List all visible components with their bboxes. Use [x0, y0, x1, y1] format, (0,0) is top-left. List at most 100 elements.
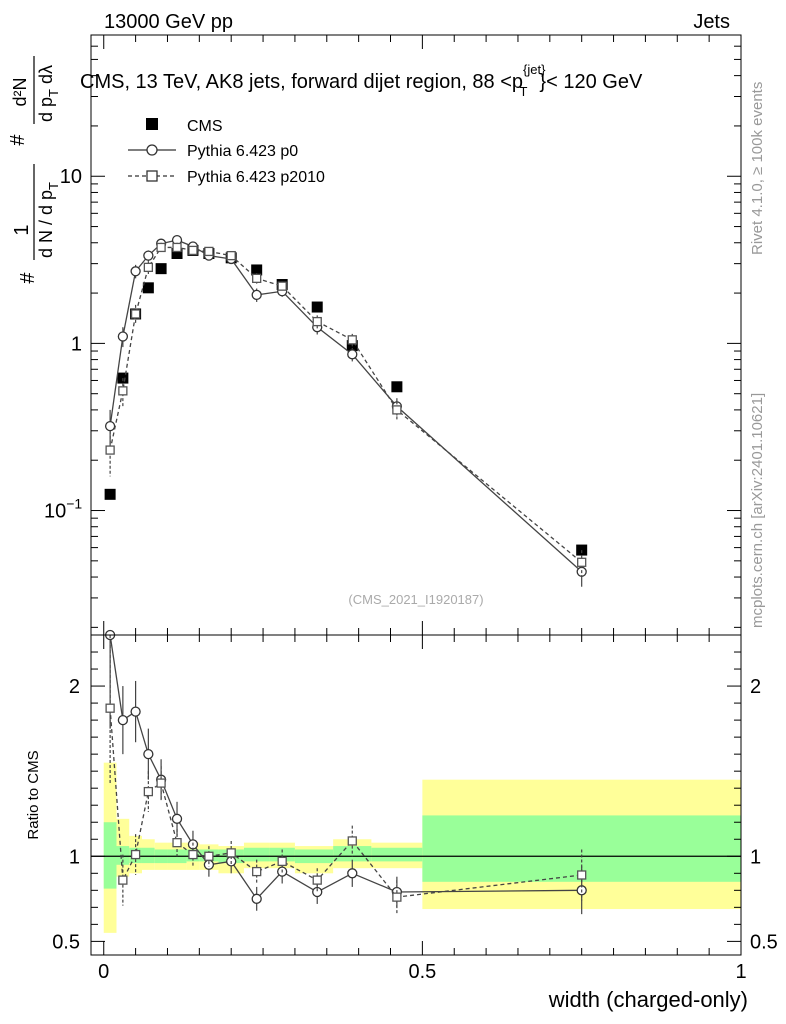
- header-left: 13000 GeV pp: [104, 11, 233, 33]
- p2010-point: [188, 245, 198, 256]
- cms-point: [104, 488, 116, 500]
- ratio-ylabel: Ratio to CMS: [25, 750, 42, 839]
- legend-label-p0: Pythia 6.423 p0: [187, 143, 298, 160]
- title-sup: {jet}: [523, 62, 546, 77]
- p0-point: [251, 289, 262, 301]
- ylabel-den: d N / d pT: [36, 182, 61, 258]
- ratio-y-tick-label-right: 2: [750, 676, 761, 698]
- p0-point: [117, 331, 129, 342]
- ylabel-den-sub: T: [46, 182, 61, 190]
- legend-label-cms: CMS: [187, 118, 223, 135]
- ratio-p2010-point: [347, 836, 357, 846]
- p0-point: [104, 420, 116, 432]
- p2010-point: [105, 445, 115, 455]
- ratio-panel-frame: [90, 634, 742, 956]
- chart-title: CMS, 13 TeV, AK8 jets, forward dijet reg…: [80, 62, 643, 99]
- p0-point: [143, 250, 154, 261]
- legend-marker-p2010: [146, 170, 158, 182]
- title-main: CMS, 13 TeV, AK8 jets, forward dijet reg…: [80, 71, 523, 93]
- x-axis-label: width (charged-only): [548, 987, 748, 1012]
- ratio-p0-point: [251, 893, 262, 904]
- y-tick-label: 10: [60, 166, 82, 188]
- ratio-p0-point: [171, 813, 183, 824]
- ratio-p2010-point: [188, 849, 198, 860]
- ratio-p2010-point: [392, 892, 402, 902]
- green-band: [333, 846, 372, 862]
- ratio-p2010-point: [204, 851, 214, 861]
- ratio-p2010-point: [130, 849, 141, 860]
- green-band: [103, 822, 117, 889]
- ylabel-num: 1: [11, 224, 33, 235]
- y-tick-label: 1: [71, 333, 82, 355]
- p2010-point: [392, 405, 402, 415]
- p2010-point: [312, 316, 322, 327]
- ratio-p2010-point: [172, 838, 182, 848]
- p2010-point: [130, 309, 141, 319]
- ratio-y-tick-label-left: 0.5: [52, 931, 80, 953]
- ylabel-den2: d pT dλ: [36, 65, 61, 122]
- main-ylabel: # 1 d N / d pT # d²N d pT dλ: [7, 56, 61, 284]
- ratio-p2010-point: [105, 703, 115, 713]
- y-tick-label: 10−1: [44, 496, 82, 523]
- ratio-y-tick-label-right: 1: [750, 846, 761, 868]
- legend-marker-cms: [146, 118, 158, 130]
- p2010-point: [204, 246, 214, 257]
- legend-marker-p0: [146, 144, 158, 156]
- legend-label-p2010: Pythia 6.423 p2010: [187, 169, 325, 186]
- ratio-p0-point: [117, 714, 129, 726]
- cms-point: [171, 247, 183, 259]
- ratio-p2010-point: [156, 778, 166, 788]
- p0-point: [347, 349, 358, 360]
- ratio-p2010-point: [577, 870, 587, 880]
- p2010-point: [118, 386, 128, 396]
- ylabel-hash-2: #: [7, 134, 29, 146]
- header-right: Jets: [693, 11, 730, 33]
- analysis-id: (CMS_2021_I1920187): [348, 592, 483, 607]
- ratio-panel-ticks: 0.5 0.51 12 20 0.5 1: [52, 635, 778, 983]
- ratio-p2010-point: [118, 875, 128, 885]
- ylabel-hash-1: #: [17, 272, 39, 284]
- ylabel-den2-sub: T: [46, 89, 61, 97]
- x-tick-label: 1: [735, 961, 746, 983]
- p2010-point: [226, 250, 236, 261]
- ratio-p0-point: [312, 886, 323, 898]
- ratio-y-tick-label-right: 0.5: [750, 931, 778, 953]
- ratio-p2010-point: [226, 848, 236, 858]
- p2010-point: [252, 273, 262, 283]
- mcplots-label: mcplots.cern.ch [arXiv:2401.10621]: [749, 393, 766, 628]
- p2010-point: [143, 262, 154, 273]
- p2010-line: [109, 246, 583, 563]
- ylabel-den2-main: d p: [36, 97, 56, 122]
- p2010-point: [172, 242, 182, 253]
- ratio-p0-point: [347, 868, 358, 879]
- title-end: }< 120 GeV: [539, 71, 643, 93]
- main-panel-ticks: 10−1 1 10: [44, 34, 742, 635]
- p0-line: [109, 239, 583, 573]
- legend: CMS Pythia 6.423 p0 Pythia 6.423 p2010: [128, 118, 325, 186]
- ratio-bands: [91, 762, 741, 933]
- p2010-point: [577, 557, 587, 567]
- green-band: [141, 847, 155, 864]
- x-tick-label: 0: [98, 961, 109, 983]
- ratio-p2010-point: [143, 786, 154, 797]
- cms-point: [155, 263, 167, 275]
- p2010-point: [277, 281, 287, 291]
- ratio-y-tick-label-left: 1: [69, 846, 80, 868]
- cms-point: [142, 282, 154, 294]
- cms-point: [251, 264, 263, 276]
- ratio-p0-point: [143, 748, 154, 760]
- ratio-p2010-point: [312, 875, 322, 885]
- ylabel-den-main: d N / d p: [36, 190, 56, 258]
- rivet-label: Rivet 4.1.0, ≥ 100k events: [749, 82, 766, 255]
- main-panel-marks: [104, 234, 588, 587]
- green-band: [243, 847, 270, 862]
- cms-point: [311, 301, 323, 313]
- p2010-point: [347, 335, 357, 345]
- ratio-p0-point: [130, 706, 141, 717]
- ratio-panel-marks: [104, 629, 587, 915]
- x-tick-label: 0.5: [408, 961, 436, 983]
- ratio-p2010-point: [277, 856, 287, 867]
- ylabel-num2: d²N: [10, 77, 30, 106]
- p2010-point: [156, 242, 166, 253]
